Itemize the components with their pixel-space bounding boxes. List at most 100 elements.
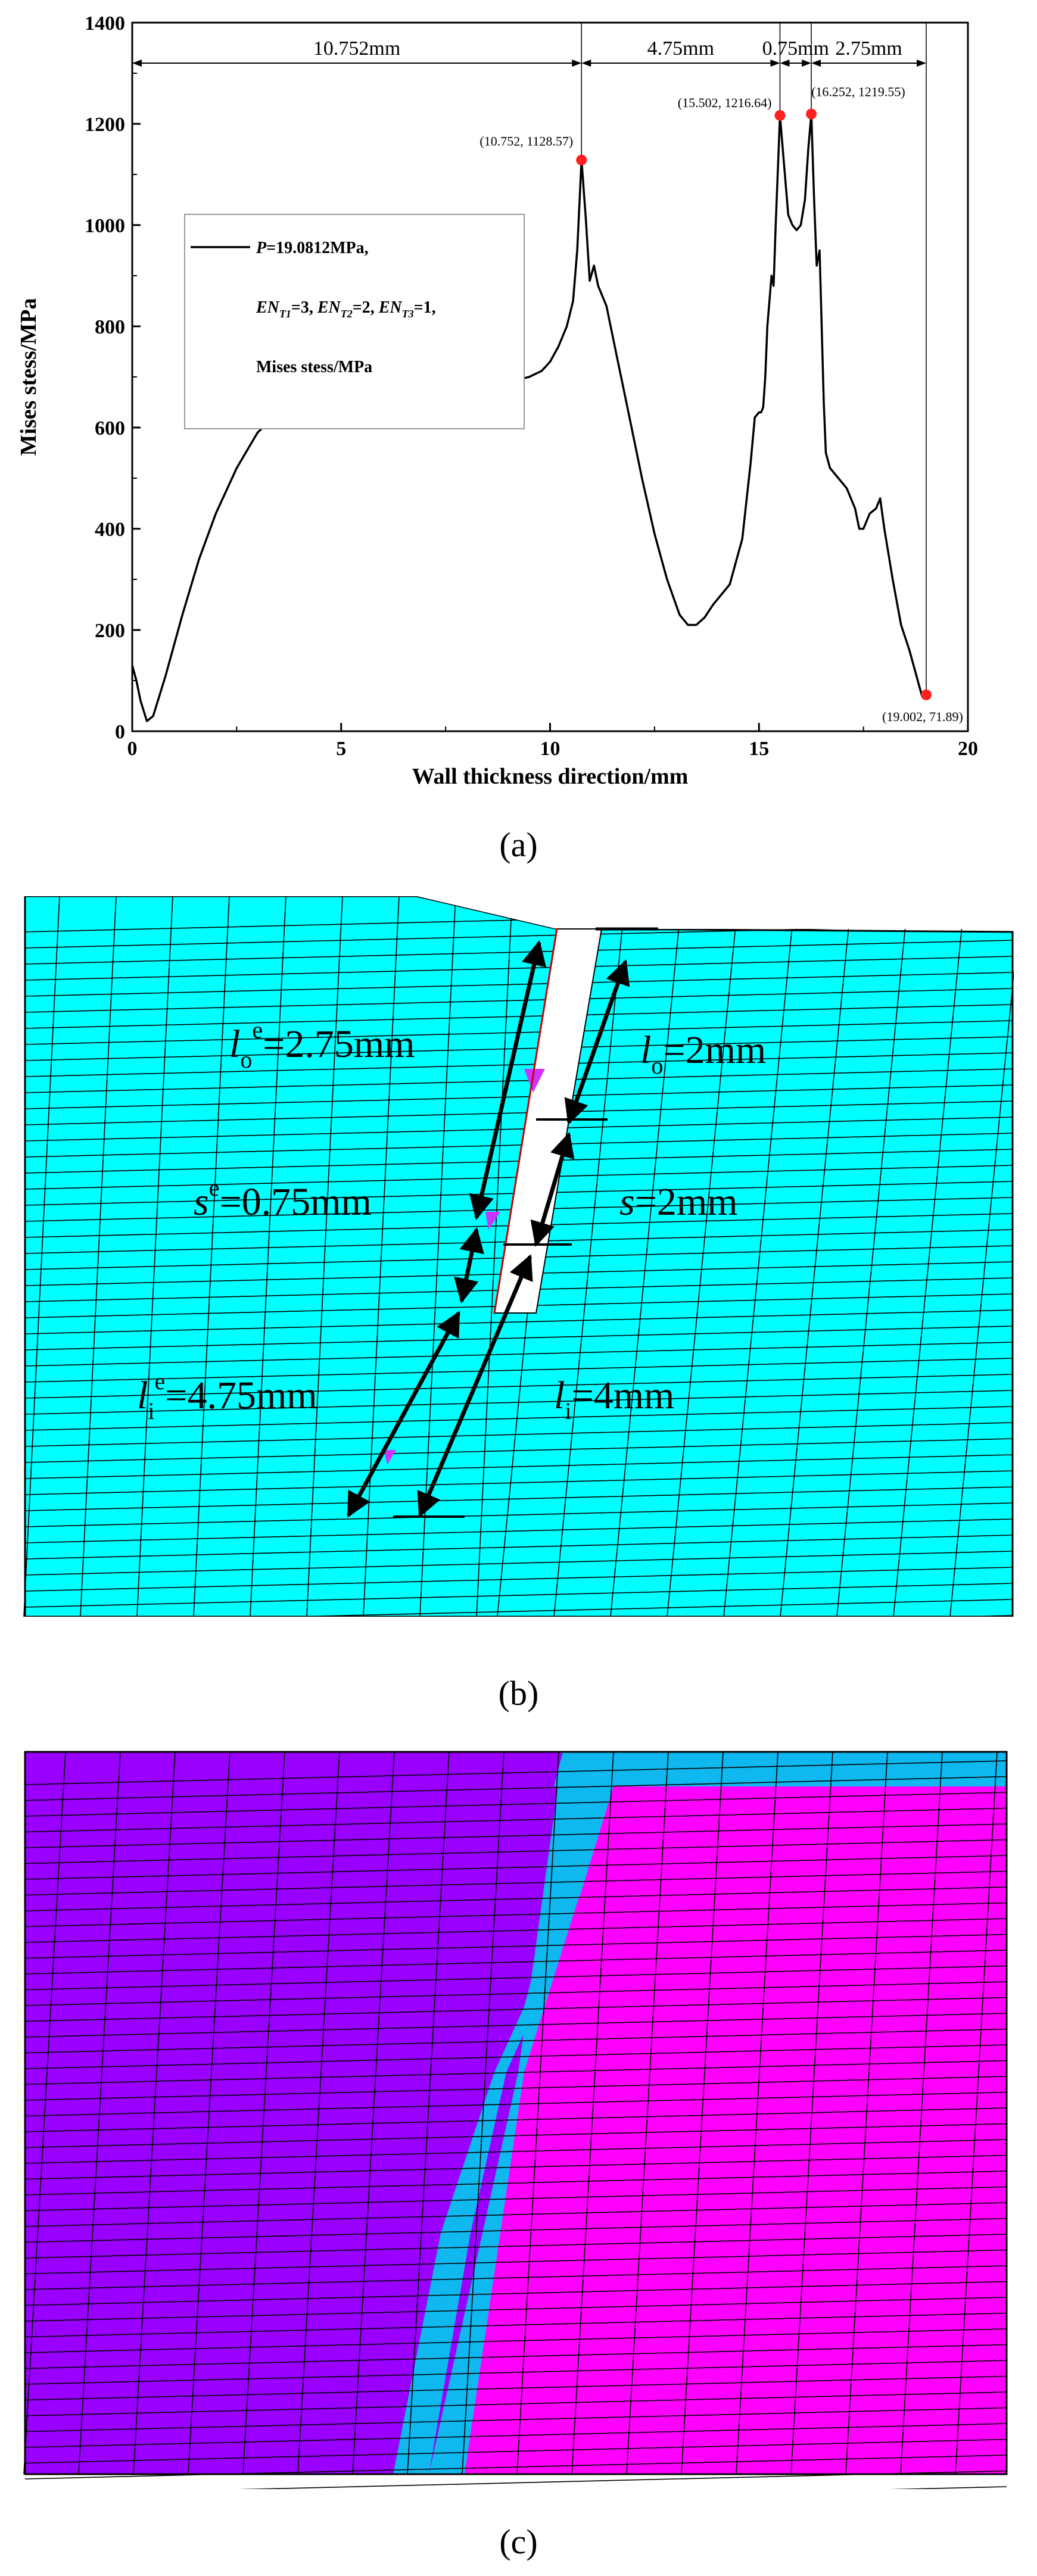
dimension-arrow-start [780, 60, 790, 67]
x-axis-title: Wall thickness direction/mm [412, 764, 689, 789]
mesh-column-line [133, 1751, 176, 2475]
mesh-column-line [790, 1751, 833, 2475]
legend-box [184, 214, 525, 429]
mesh-column-line [80, 896, 117, 1617]
mesh-b-top-mask [417, 896, 1037, 929]
peak-point-label: (10.752, 1128.57) [479, 134, 573, 149]
mesh-row-line [24, 2438, 1007, 2464]
mesh-row-line [24, 2139, 1007, 2164]
mesh-column-line [352, 1751, 395, 2475]
dimension-arrow-end [770, 60, 780, 67]
mesh-row-line [24, 2202, 1007, 2227]
mesh-column-line [900, 1751, 943, 2475]
label-s-e: se=0.75mm [194, 1174, 372, 1224]
mesh-row-line [24, 1583, 1013, 1608]
x-tick-label: 0 [127, 738, 138, 760]
panel-c-label: (c) [0, 2522, 1037, 2562]
peak-point-label: (15.502, 1216.64) [678, 95, 772, 110]
mesh-row-line [24, 2344, 1007, 2369]
panel-c [0, 1739, 1037, 2511]
dimension-arrow-start [581, 60, 591, 67]
dimension-arrow-end [916, 60, 926, 67]
mesh-column-line [845, 1751, 888, 2475]
y-tick-label: 800 [95, 316, 125, 338]
fe-mesh-contact [23, 1751, 1008, 2511]
mesh-column-line [955, 1751, 998, 2475]
dimension-arrow-end [802, 60, 812, 67]
mesh-column-line [681, 1751, 724, 2475]
legend-entry-3: Mises stess/MPa [256, 358, 372, 376]
mesh-row-line [24, 1950, 1007, 1975]
mesh-row-line [24, 2107, 1007, 2132]
mesh-row-line [24, 1997, 1007, 2022]
mesh-column-line [306, 896, 343, 1617]
mesh-column-line [78, 1751, 121, 2475]
mesh-row-line [24, 1551, 1013, 1576]
mesh-row-line [24, 1823, 1007, 1848]
mesh-row-line [24, 1902, 1007, 1928]
mesh-column-line [193, 896, 230, 1617]
mesh-row-line [24, 2186, 1007, 2212]
y-tick-label: 1400 [85, 13, 125, 35]
x-tick-label: 20 [958, 738, 978, 760]
mesh-row-line [24, 2423, 1007, 2448]
legend-entry-1: P=19.0812MPa, [256, 239, 369, 257]
mesh-row-line [24, 1933, 1007, 1959]
mesh-row-line [24, 2486, 1007, 2511]
mesh-row-line [24, 1855, 1007, 1880]
mesh-column-line [516, 1751, 559, 2475]
panel-a: 0 5 10 15 20 0 200 400 600 800 1000 1200 1400 Wall th… [0, 0, 1037, 834]
mesh-row-line [24, 2060, 1007, 2085]
label-li-e: lie=4.75mm [137, 1368, 317, 1424]
mesh-column-line [610, 896, 683, 1617]
mesh-row-line [24, 2218, 1007, 2243]
dimension-arrow-end [572, 60, 582, 67]
mesh-row-line [24, 2013, 1007, 2038]
y-tick-label: 400 [95, 519, 125, 541]
dimension-arrow-start [132, 60, 142, 67]
mesh-column-line [667, 896, 739, 1617]
mesh-b-bottom-mask [0, 1617, 1037, 1641]
dimension-label: 0.75mm [762, 38, 829, 60]
mesh-column-line [407, 1751, 450, 2475]
mesh-column-line [136, 896, 173, 1617]
mesh-row-line [24, 1518, 1013, 1543]
mesh-column-line [297, 1751, 340, 2475]
x-tick-label: 10 [540, 738, 560, 760]
mesh-row-line [24, 1776, 1007, 1801]
mesh-row-line [24, 2391, 1007, 2416]
dimension-label: 2.75mm [835, 38, 902, 60]
arrow-s [530, 1131, 575, 1248]
region-blue-top [554, 1752, 1007, 1786]
mesh-b-right-mask [1014, 896, 1037, 1641]
panel-a-caption: (a) [499, 825, 538, 864]
dimension-label: 10.752mm [313, 38, 400, 60]
y-tick-label: 1000 [85, 215, 125, 237]
arrow-lo-e [469, 940, 547, 1221]
mesh-column-line [780, 896, 852, 1617]
mesh-row-line [24, 1567, 1013, 1592]
legend-entry-2: ENT1=3, ENT2=2, ENT3=1, [256, 298, 436, 320]
mesh-row-line [24, 2312, 1007, 2338]
y-tick-label: 200 [95, 620, 125, 642]
label-s: s=2mm [619, 1180, 738, 1224]
mesh-column-line [242, 1751, 285, 2475]
mesh-row-line [24, 2170, 1007, 2195]
mesh-row-line [24, 2360, 1007, 2385]
mesh-row-line [24, 1535, 1013, 1560]
mesh-row-line [24, 1870, 1007, 1896]
mesh-row-line [24, 2076, 1007, 2101]
peak-point [774, 110, 786, 121]
dimension-arrow-start [811, 60, 821, 67]
panel-b-label: (b) [0, 1673, 1037, 1713]
x-tick-label: 15 [749, 738, 769, 760]
label-lo: lo=2mm [640, 1028, 766, 1079]
label-lo-e: loe=2.75mm [229, 1016, 415, 1073]
mesh-column-line [836, 896, 909, 1617]
mesh-row-line [24, 2234, 1007, 2259]
fe-mesh-gap: loe=2.75mm lo=2mm se=0.75mm s=2mm lie=4.… [0, 895, 1037, 1641]
mesh-column-line [188, 1751, 231, 2475]
mesh-column-line [23, 1751, 66, 2475]
panel-a-label: (a) [0, 825, 1037, 865]
